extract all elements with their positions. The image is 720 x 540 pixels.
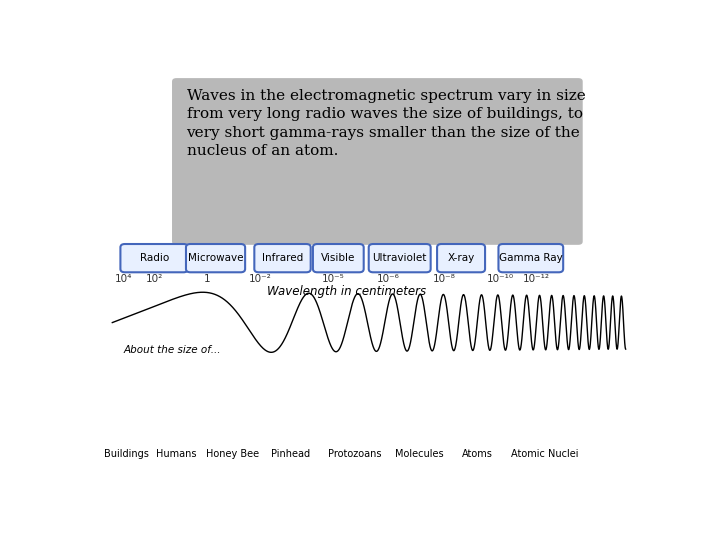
Text: 10⁻⁸: 10⁻⁸ [433, 274, 456, 284]
FancyBboxPatch shape [437, 244, 485, 272]
Text: 10⁻¹²: 10⁻¹² [523, 274, 550, 284]
Text: 10⁻¹⁰: 10⁻¹⁰ [487, 274, 513, 284]
Text: Pinhead: Pinhead [271, 449, 310, 458]
Text: Atomic Nuclei: Atomic Nuclei [511, 449, 579, 458]
Text: Protozoans: Protozoans [328, 449, 382, 458]
Text: 10⁻⁵: 10⁻⁵ [321, 274, 344, 284]
Text: Molecules: Molecules [395, 449, 444, 458]
Text: Waves in the electromagnetic spectrum vary in size
from very long radio waves th: Waves in the electromagnetic spectrum va… [186, 89, 585, 158]
Text: Gamma Ray: Gamma Ray [499, 253, 563, 263]
Text: Wavelength in centimeters: Wavelength in centimeters [267, 285, 426, 298]
FancyBboxPatch shape [313, 244, 364, 272]
FancyBboxPatch shape [120, 244, 188, 272]
FancyBboxPatch shape [186, 244, 245, 272]
Text: X-ray: X-ray [447, 253, 474, 263]
Text: 1: 1 [204, 274, 210, 284]
FancyBboxPatch shape [172, 78, 582, 245]
Text: 10⁴: 10⁴ [114, 274, 132, 284]
Text: Honey Bee: Honey Bee [206, 449, 259, 458]
FancyBboxPatch shape [254, 244, 311, 272]
Text: 10⁻⁶: 10⁻⁶ [377, 274, 400, 284]
Text: 10²: 10² [145, 274, 163, 284]
Text: Buildings: Buildings [104, 449, 149, 458]
Text: 10⁻²: 10⁻² [249, 274, 271, 284]
Text: Infrared: Infrared [262, 253, 303, 263]
Text: Microwave: Microwave [188, 253, 243, 263]
Text: Ultraviolet: Ultraviolet [372, 253, 427, 263]
Text: About the size of...: About the size of... [124, 345, 221, 355]
Text: Visible: Visible [321, 253, 356, 263]
Text: Humans: Humans [156, 449, 197, 458]
FancyBboxPatch shape [498, 244, 563, 272]
Text: Radio: Radio [140, 253, 168, 263]
Text: Atoms: Atoms [462, 449, 493, 458]
FancyBboxPatch shape [369, 244, 431, 272]
